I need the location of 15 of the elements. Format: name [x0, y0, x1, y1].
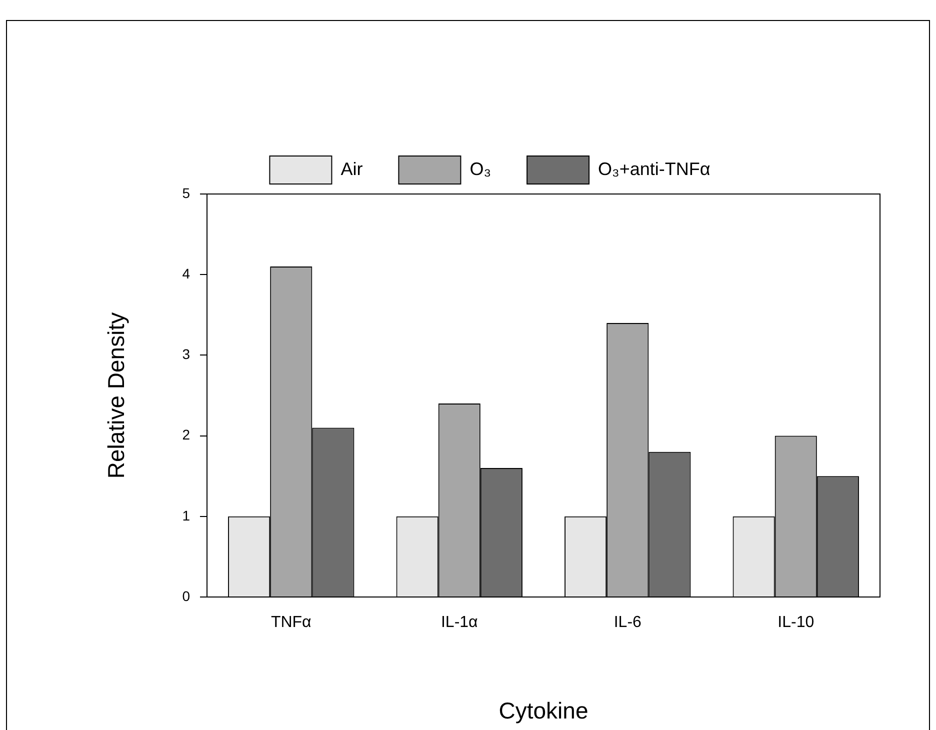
y-tick-label: 1 — [182, 507, 190, 524]
legend-label: Air — [340, 158, 363, 179]
y-tick-label: 5 — [182, 184, 190, 201]
y-axis-title: Relative Density — [103, 312, 130, 479]
y-tick-label: 3 — [182, 346, 190, 362]
x-tick-label: IL-6 — [614, 614, 642, 632]
y-tick-label: 2 — [182, 426, 190, 443]
x-tick-label: IL-1α — [440, 614, 478, 632]
y-tick-label: 4 — [182, 265, 190, 282]
x-axis-title: Cytokine — [498, 698, 588, 724]
y-tick-label: 0 — [182, 588, 190, 604]
x-tick-label: IL-10 — [778, 614, 814, 632]
x-tick-label: TNFα — [270, 614, 312, 632]
legend-label: O₃+anti-TNFα — [598, 158, 710, 179]
legend-label: O₃ — [470, 158, 492, 179]
